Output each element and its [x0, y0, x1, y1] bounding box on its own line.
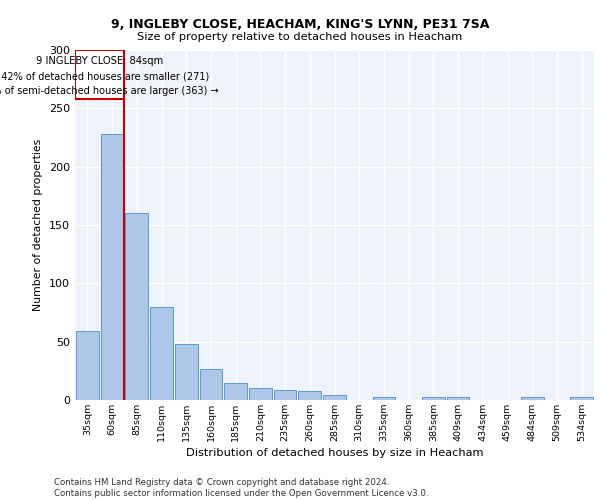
Bar [150, 306, 173, 400]
Text: Contains HM Land Registry data © Crown copyright and database right 2024.
Contai: Contains HM Land Registry data © Crown c… [54, 478, 428, 498]
Bar [75, 50, 124, 99]
Text: ← 42% of detached houses are smaller (271): ← 42% of detached houses are smaller (27… [0, 71, 209, 81]
Bar [175, 344, 197, 400]
Bar [298, 390, 321, 400]
Text: 57% of semi-detached houses are larger (363) →: 57% of semi-detached houses are larger (… [0, 86, 219, 96]
Bar [76, 331, 99, 400]
Bar [200, 368, 222, 400]
Bar [570, 396, 593, 400]
X-axis label: Distribution of detached houses by size in Heacham: Distribution of detached houses by size … [186, 448, 483, 458]
Bar [323, 396, 346, 400]
Bar [274, 390, 296, 400]
Y-axis label: Number of detached properties: Number of detached properties [34, 139, 43, 311]
Bar [101, 134, 124, 400]
Bar [422, 396, 445, 400]
Bar [224, 382, 247, 400]
Text: 9 INGLEBY CLOSE: 84sqm: 9 INGLEBY CLOSE: 84sqm [36, 56, 163, 66]
Bar [249, 388, 272, 400]
Bar [447, 396, 469, 400]
Text: Size of property relative to detached houses in Heacham: Size of property relative to detached ho… [137, 32, 463, 42]
Bar [521, 396, 544, 400]
Bar [373, 396, 395, 400]
Text: 9, INGLEBY CLOSE, HEACHAM, KING'S LYNN, PE31 7SA: 9, INGLEBY CLOSE, HEACHAM, KING'S LYNN, … [111, 18, 489, 30]
Bar [125, 214, 148, 400]
